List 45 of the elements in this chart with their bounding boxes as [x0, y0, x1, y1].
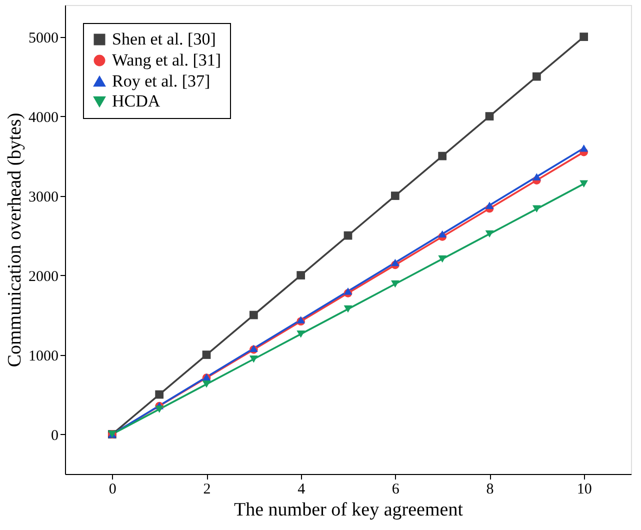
point: [296, 330, 306, 338]
point: [485, 112, 494, 120]
legend-label: Roy et al. [37]: [112, 72, 210, 90]
x-tick-label: 0: [108, 482, 116, 498]
x-tick-label: 2: [203, 482, 211, 498]
y-axis-title: Communication overhead (bytes): [4, 112, 26, 368]
y-tick-label: 1000: [28, 348, 58, 364]
point: [532, 72, 541, 81]
point: [296, 316, 306, 324]
point: [438, 255, 447, 263]
point: [202, 380, 211, 388]
point: [296, 271, 306, 280]
point: [485, 202, 494, 209]
legend-label: Wang et al. [31]: [112, 50, 222, 70]
point: [532, 205, 541, 213]
x-axis-title: The number of key agreement: [234, 500, 464, 520]
y-tick-label: 4000: [28, 110, 58, 126]
point: [438, 230, 447, 238]
point: [580, 180, 588, 188]
x-tick-label: 10: [576, 482, 592, 498]
point: [344, 231, 352, 240]
x-tick-label: 4: [298, 482, 306, 498]
point: [249, 356, 258, 363]
point: [580, 144, 588, 152]
y-tick-label: 0: [51, 428, 58, 444]
y-tick-label: 2000: [28, 268, 58, 285]
y-tick-label: 5000: [28, 30, 58, 46]
point: [155, 390, 164, 399]
point: [390, 258, 400, 266]
point: [532, 173, 541, 180]
point: [390, 280, 400, 288]
y-tick-label: 3000: [28, 189, 58, 206]
point: [580, 32, 588, 41]
point: [344, 305, 352, 313]
point: [438, 152, 447, 160]
legend-label: Shen et al. [30]: [112, 30, 216, 48]
point: [390, 192, 400, 200]
point: [202, 350, 211, 359]
point: [155, 406, 164, 413]
point: [344, 288, 352, 295]
x-tick-label: 6: [392, 482, 400, 498]
point: [485, 230, 494, 238]
legend-label: HCDA: [112, 92, 161, 110]
x-tick-label: 8: [486, 482, 494, 498]
point: [249, 310, 258, 320]
